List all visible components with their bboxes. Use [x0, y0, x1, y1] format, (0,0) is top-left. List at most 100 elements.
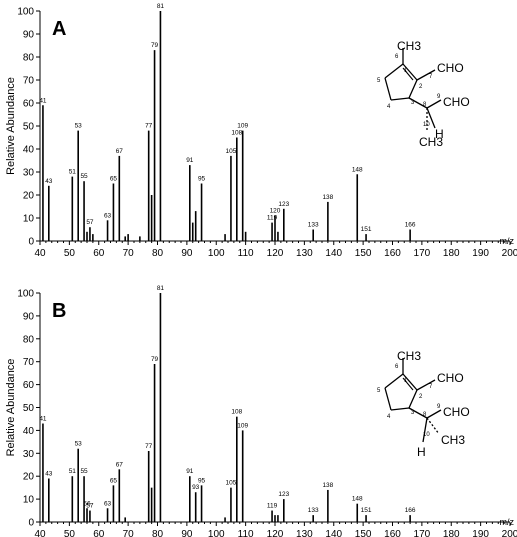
peak-label: 79 [151, 42, 159, 49]
peak-label: 133 [308, 222, 319, 229]
peak-label: 95 [198, 176, 206, 183]
peak-label: 105 [226, 480, 237, 487]
peak-label: 138 [322, 194, 333, 201]
y-tick-label: 60 [23, 380, 35, 391]
x-tick-label: 200 [502, 529, 517, 537]
atom-number: 4 [387, 104, 391, 110]
peak-label: 123 [278, 201, 289, 208]
bond [408, 79, 418, 99]
peak-label: 105 [226, 148, 237, 155]
structure-label-aldehyde: CHO [437, 61, 464, 75]
x-tick-label: 90 [181, 248, 193, 259]
x-tick-label: 100 [208, 529, 225, 537]
structure-label-hydrogen: H [417, 445, 426, 459]
x-tick-label: 60 [93, 248, 105, 259]
x-tick-label: 160 [384, 529, 401, 537]
bond [416, 379, 436, 391]
x-tick-label: 80 [152, 248, 164, 259]
bond [384, 77, 392, 101]
x-tick-label: 60 [93, 529, 105, 537]
y-tick-label: 40 [23, 426, 35, 437]
peak-label: 43 [45, 178, 53, 185]
atom-number: 1 [404, 68, 408, 74]
x-tick-label: 50 [64, 248, 76, 259]
bond [408, 389, 418, 409]
x-tick-label: 150 [355, 248, 372, 259]
y-tick-label: 100 [17, 7, 34, 18]
peak-label: 91 [186, 468, 194, 475]
y-tick-label: 50 [23, 122, 35, 133]
peak-label: 108 [231, 409, 242, 416]
atom-number: 3 [411, 100, 415, 106]
y-axis-label: Relative Abundance [5, 77, 17, 175]
bond [422, 417, 428, 443]
chemical-structure: CH3 CHO CHO CH3 H 6 1 2 3 4 5 7 8 9 10 [377, 349, 470, 459]
bond [402, 373, 418, 391]
peak-label: 56 [83, 500, 91, 507]
peak-label: 55 [80, 468, 88, 475]
peak-label: 148 [352, 496, 363, 503]
structure-label-aldehyde: CHO [443, 95, 470, 109]
atom-number: 1 [404, 378, 408, 384]
peak-label: 123 [278, 491, 289, 498]
y-tick-label: 0 [28, 518, 34, 529]
peak-label: 57 [86, 503, 94, 510]
x-tick-label: 120 [267, 248, 284, 259]
y-tick-label: 20 [23, 191, 35, 202]
bond [416, 69, 436, 81]
x-tick-label: 40 [34, 529, 46, 537]
y-tick-label: 100 [17, 289, 34, 300]
peak-label: 151 [361, 226, 372, 233]
x-tick-label: 180 [443, 248, 460, 259]
bond [390, 407, 410, 411]
peak-label: 138 [322, 482, 333, 489]
peak-label: 109 [237, 123, 248, 130]
atom-number: 10 [423, 122, 430, 128]
hashed-bond [426, 417, 440, 435]
x-tick-label: 170 [414, 248, 431, 259]
x-tick-label: 80 [152, 529, 164, 537]
bond [426, 99, 442, 109]
atom-number: 6 [395, 364, 399, 370]
peak-label: 133 [308, 507, 319, 514]
bond [408, 97, 428, 109]
peak-label: 67 [116, 148, 124, 155]
x-axis-label: m/z [500, 236, 515, 246]
x-tick-label: 90 [181, 529, 193, 537]
y-tick-label: 30 [23, 449, 35, 460]
atom-number: 6 [395, 54, 399, 60]
peak-label: 63 [104, 212, 112, 219]
y-tick-label: 20 [23, 472, 35, 483]
peak-label: 67 [116, 461, 124, 468]
peak-label: 51 [69, 169, 77, 176]
atom-number: 7 [429, 384, 433, 390]
x-tick-label: 140 [325, 529, 342, 537]
panel-label: A [52, 18, 66, 40]
structure-label-methyl: CH3 [419, 135, 443, 149]
peak-label: 95 [198, 477, 206, 484]
peak-label: 120 [270, 208, 281, 215]
y-tick-label: 40 [23, 145, 35, 156]
y-tick-label: 80 [23, 334, 35, 345]
x-tick-label: 140 [325, 248, 342, 259]
atom-number: 4 [387, 414, 391, 420]
structure-label-methyl: CH3 [397, 349, 421, 363]
peak-label: 93 [192, 484, 200, 491]
peak-label: 108 [231, 130, 242, 137]
y-tick-label: 0 [28, 237, 34, 248]
peak-label: 51 [69, 468, 77, 475]
y-tick-label: 90 [23, 30, 35, 41]
bond [402, 377, 414, 391]
peak-label: 79 [151, 356, 159, 363]
bond [384, 387, 392, 411]
x-tick-label: 150 [355, 529, 372, 537]
atom-number: 2 [419, 84, 423, 90]
y-axis-label: Relative Abundance [5, 359, 17, 457]
bond [402, 63, 418, 81]
peak-label: 77 [145, 123, 153, 130]
atom-number: 5 [377, 78, 381, 84]
structure-label-methyl: CH3 [397, 39, 421, 53]
y-tick-label: 50 [23, 403, 35, 414]
peak-label: 119 [267, 215, 278, 222]
